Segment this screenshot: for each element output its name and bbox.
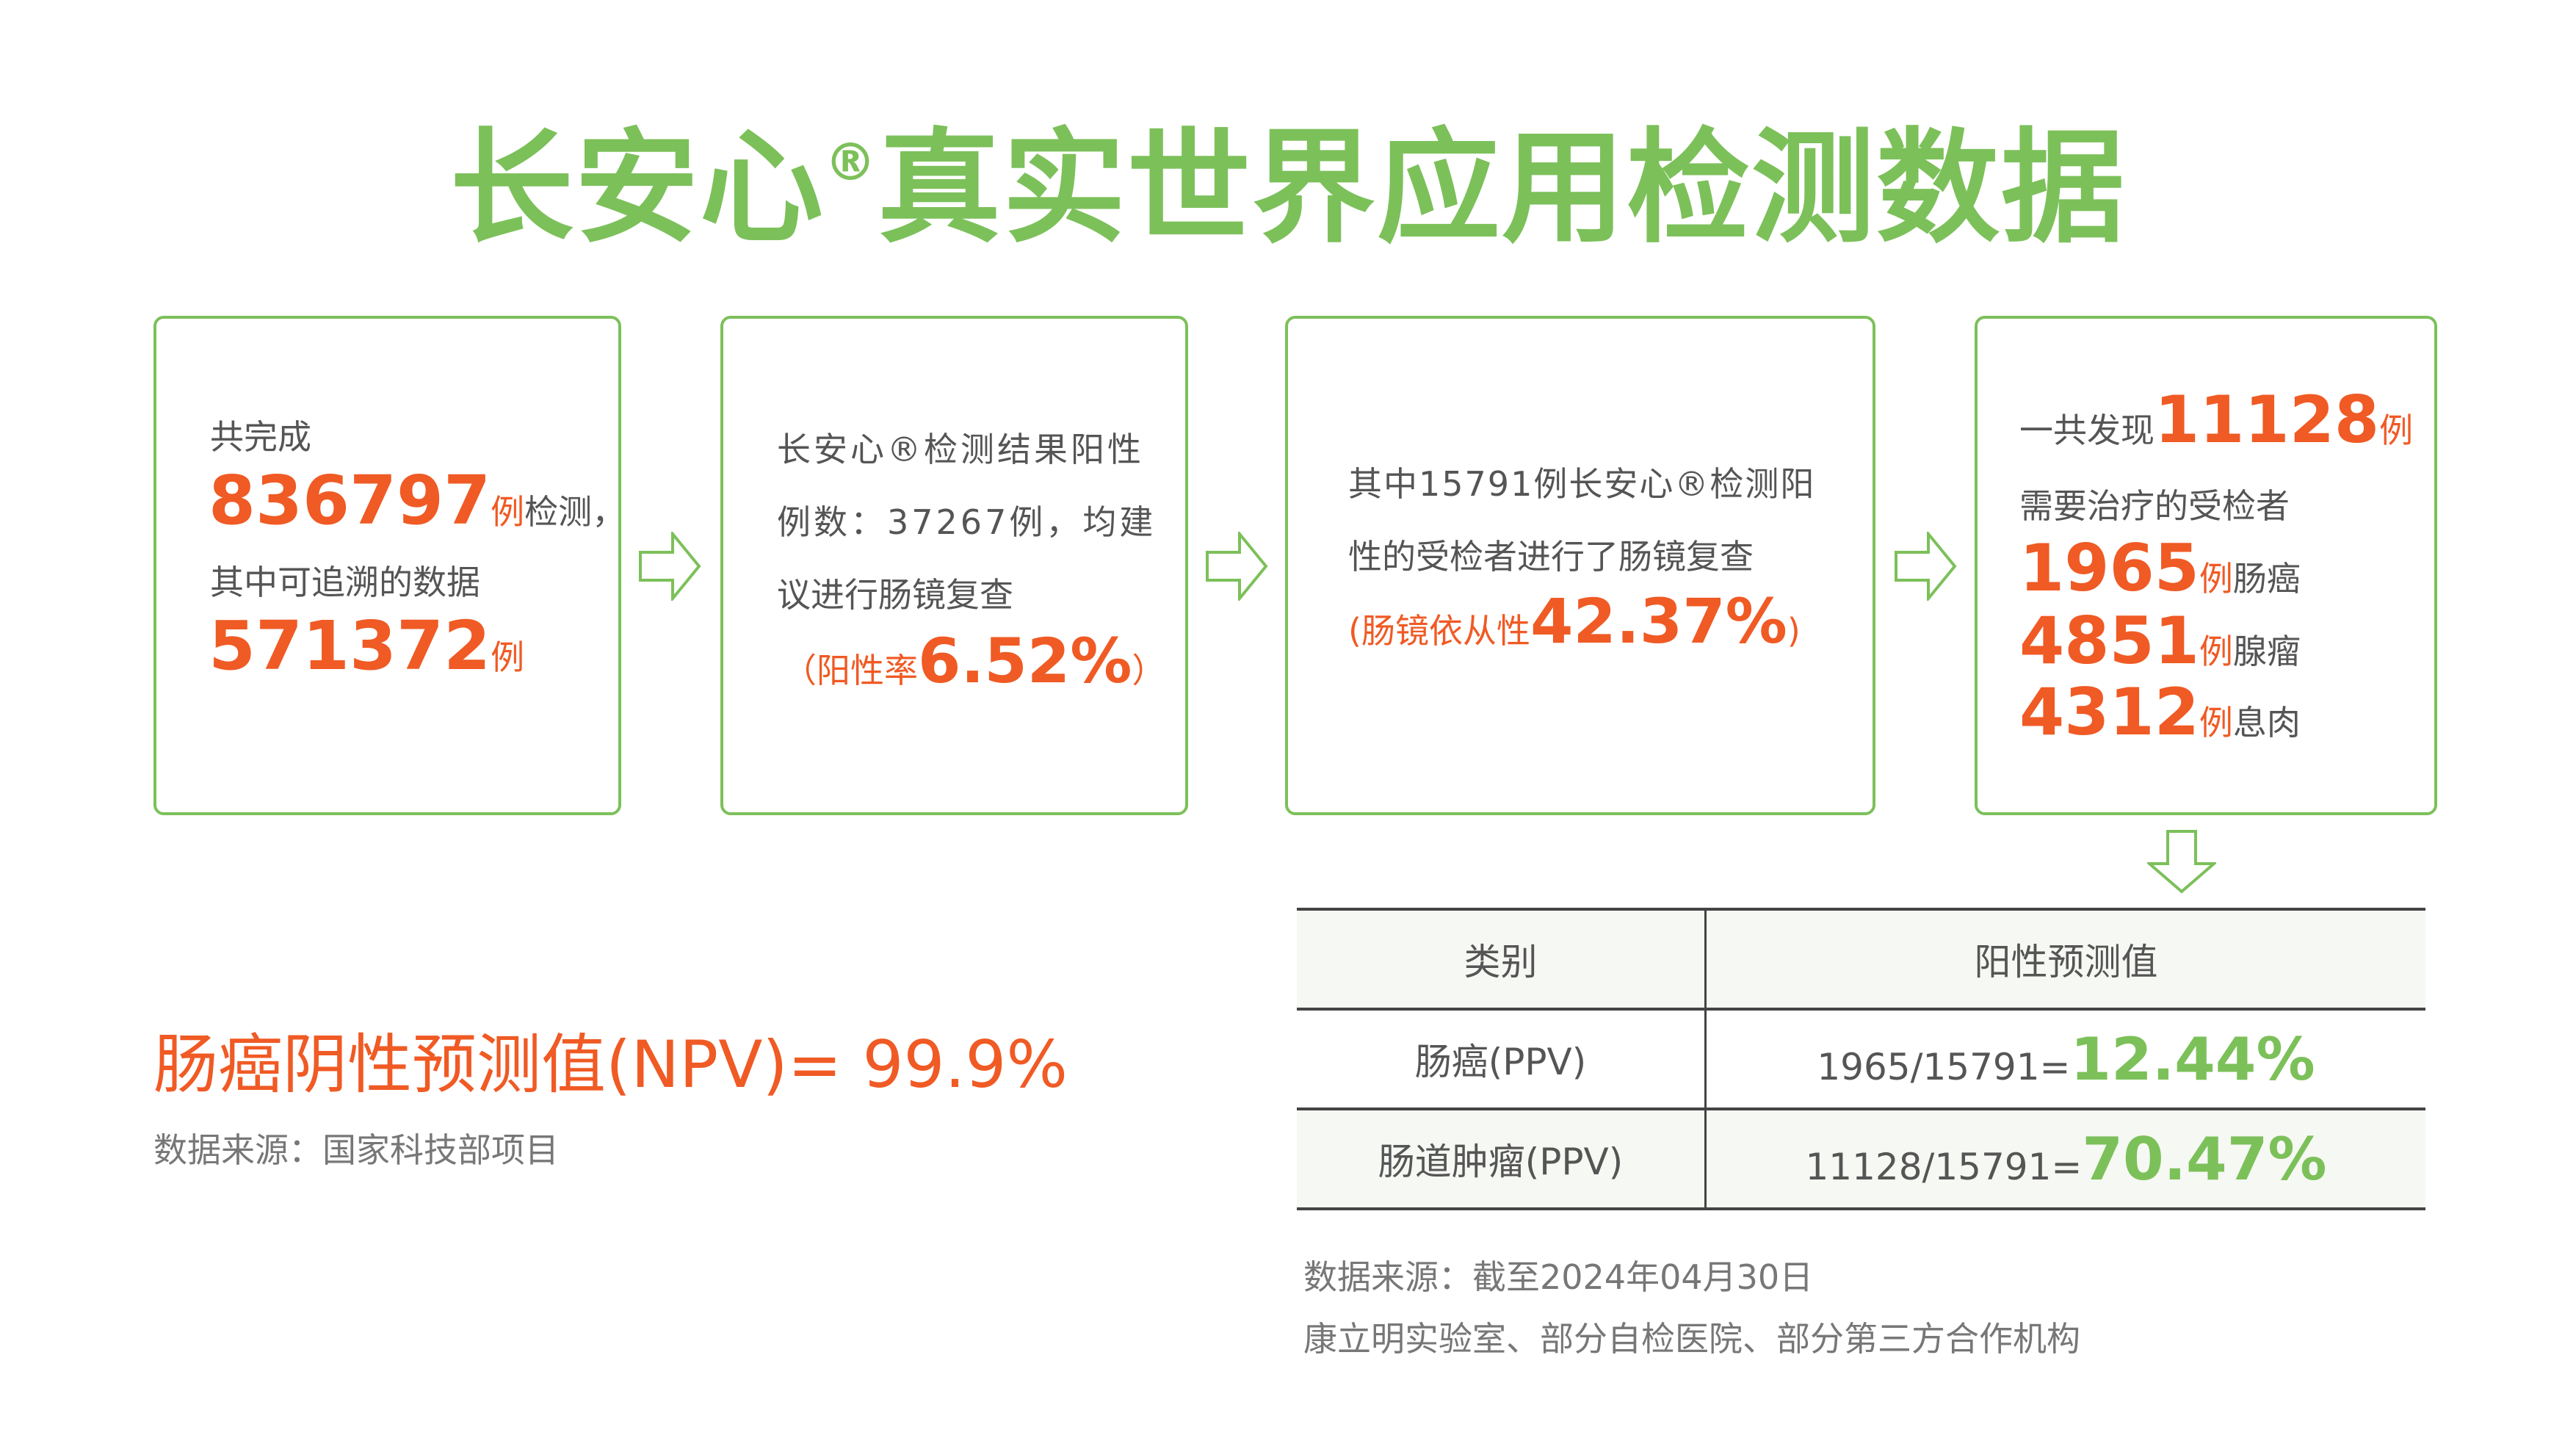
rate-prefix: (肠镜依从性 — [1348, 611, 1530, 651]
traceable-number: 571372 — [209, 607, 491, 685]
suffix: 检测， — [524, 492, 626, 532]
row-value: 11128/15791=70.47% — [1705, 1107, 2425, 1210]
finding-item: 4851例腺瘤 — [2019, 609, 2301, 673]
page-title: 长安心®真实世界应用检测数据 — [0, 126, 2576, 250]
box2-rate: （阳性率6.52%） — [783, 630, 1165, 692]
formula: 11128/15791= — [1805, 1145, 2083, 1188]
count: 1965 — [2019, 530, 2199, 606]
box2-line1: 长安心®检测结果阳性 — [777, 430, 1144, 469]
unit: 例 — [2199, 703, 2233, 742]
unit: 例 — [2199, 559, 2233, 599]
arrow-right-outline-icon — [1895, 532, 1957, 601]
rate-suffix: ） — [1132, 651, 1166, 690]
box3-rate: (肠镜依从性42.37%) — [1348, 590, 1801, 652]
header-ppv: 阳性预测值 — [1705, 908, 2425, 1011]
row-category: 肠道肿瘤(PPV) — [1297, 1107, 1707, 1210]
unit: 例 — [491, 492, 525, 532]
label: 息肉 — [2232, 703, 2301, 742]
formula: 1965/15791= — [1817, 1045, 2071, 1088]
card-colonoscopy — [1285, 316, 1875, 815]
source-line1: 数据来源：截至2024年04月30日 — [1303, 1257, 1814, 1297]
arrow-down-outline-icon — [2147, 830, 2216, 894]
header-category: 类别 — [1297, 908, 1707, 1011]
count: 4851 — [2019, 603, 2199, 679]
rate-suffix: ) — [1787, 611, 1801, 651]
label: 肠癌 — [2232, 559, 2301, 599]
arrow-right-outline-icon — [639, 532, 701, 601]
box4-total: 一共发现11128例 — [2019, 388, 2413, 452]
registered-mark: ® — [825, 132, 878, 192]
table-row: 肠癌(PPV) 1965/15791=12.44% — [1297, 1008, 2425, 1110]
box1-total: 836797例检测， — [209, 467, 626, 535]
card-total-tests — [153, 316, 621, 815]
table-row: 肠道肿瘤(PPV) 11128/15791=70.47% — [1297, 1107, 2425, 1210]
box1-line1: 共完成 — [210, 417, 311, 457]
box4-line2: 需要治疗的受检者 — [2019, 486, 2290, 526]
row-value: 1965/15791=12.44% — [1705, 1008, 2425, 1110]
box2-line2: 例数：37267例，均建 — [777, 502, 1157, 542]
label: 腺瘤 — [2232, 632, 2301, 671]
unit: 例 — [2379, 411, 2414, 450]
positive-rate: 6.52% — [918, 625, 1132, 697]
unit: 例 — [491, 637, 525, 677]
ppv-value: 70.47% — [2082, 1124, 2327, 1193]
arrow-right-outline-icon — [1206, 532, 1268, 601]
box3-line2: 性的受检者进行了肠镜复查 — [1348, 537, 1754, 577]
finding-item: 4312例息肉 — [2019, 680, 2301, 745]
title-rest: 真实世界应用检测数据 — [878, 116, 2126, 260]
box1-line3: 其中可追溯的数据 — [210, 563, 480, 602]
table-header-row: 类别 阳性预测值 — [1297, 908, 2425, 1011]
count: 4312 — [2019, 674, 2199, 750]
rate-prefix: （阳性率 — [783, 651, 918, 690]
npv-source: 数据来源：国家科技部项目 — [153, 1130, 559, 1170]
total-tests-number: 836797 — [209, 461, 491, 540]
row-category: 肠癌(PPV) — [1297, 1008, 1707, 1110]
box2-line3: 议进行肠镜复查 — [777, 575, 1013, 615]
title-brand: 长安心 — [450, 116, 825, 260]
ppv-table: 类别 阳性预测值 肠癌(PPV) 1965/15791=12.44% 肠道肿瘤(… — [1297, 908, 2425, 1210]
unit: 例 — [2199, 632, 2233, 671]
compliance-rate: 42.37% — [1530, 585, 1787, 657]
box1-traceable: 571372例 — [209, 613, 524, 680]
findings-total: 11128 — [2154, 382, 2380, 458]
source-line2: 康立明实验室、部分自检医院、部分第三方合作机构 — [1303, 1319, 2080, 1359]
prefix: 一共发现 — [2019, 411, 2154, 450]
npv-statement: 肠癌阴性预测值(NPV)= 99.9% — [153, 1027, 1068, 1102]
box3-line1: 其中15791例长安心®检测阳 — [1348, 464, 1816, 504]
ppv-value: 12.44% — [2070, 1025, 2315, 1094]
card-findings — [1975, 316, 2437, 815]
finding-item: 1965例肠癌 — [2019, 536, 2301, 601]
card-positive-cases — [720, 316, 1188, 815]
